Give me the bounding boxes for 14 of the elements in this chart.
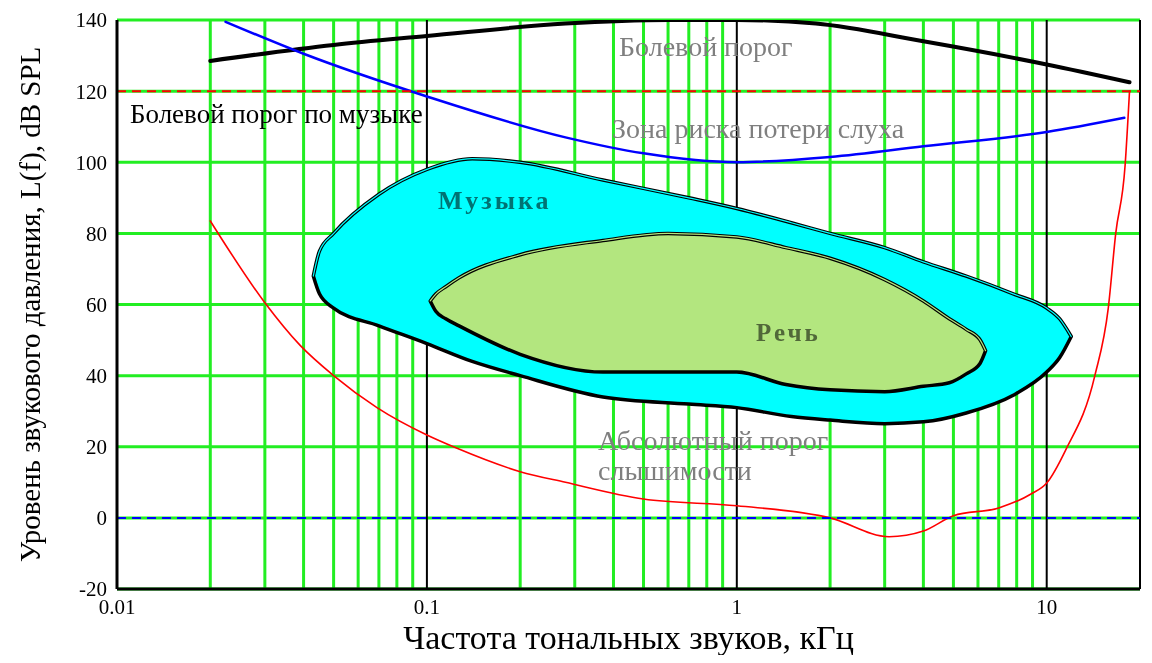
y-axis-title: Уровень звукового давления, L(f), dB SPL xyxy=(14,46,47,563)
x-tick-label: 10 xyxy=(1036,594,1058,619)
x-tick-label: 1 xyxy=(731,594,743,619)
text: Речь xyxy=(756,318,821,348)
y-tick-label: 120 xyxy=(75,79,107,104)
y-tick-label: 100 xyxy=(75,150,107,175)
y-tick-label: 80 xyxy=(86,221,107,246)
y-tick-label: 40 xyxy=(86,364,107,389)
x-tick-label: 0.1 xyxy=(413,594,441,619)
y-tick-label: 60 xyxy=(86,292,107,317)
y-tick-label: 140 xyxy=(75,8,107,33)
series-label: Музыка xyxy=(438,186,552,216)
y-tick-label: 20 xyxy=(86,435,107,460)
y-tick-label: 0 xyxy=(96,506,107,531)
